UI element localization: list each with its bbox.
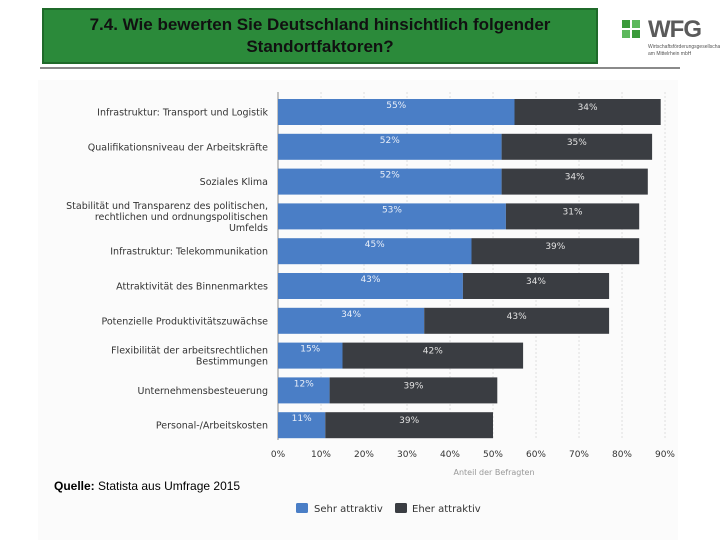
- logo-text: WFG: [648, 16, 702, 43]
- logo-subtitle-line1: Wirtschaftsförderungsgesellschaft: [648, 44, 720, 50]
- legend-swatch-eher-attraktiv: [395, 503, 407, 513]
- x-tick-label: 30%: [397, 450, 417, 460]
- bar-sehr-attraktiv: [278, 273, 463, 299]
- source-text: Statista aus Umfrage 2015: [98, 479, 241, 493]
- data-label: 43%: [507, 312, 527, 322]
- bar-eher-attraktiv: [325, 412, 493, 439]
- data-label: 12%: [294, 379, 314, 389]
- data-label: 43%: [360, 275, 380, 285]
- data-label: 34%: [578, 103, 598, 113]
- data-label: 45%: [365, 240, 385, 250]
- category-label: Soziales Klima: [200, 177, 268, 188]
- bar-sehr-attraktiv: [278, 168, 502, 195]
- x-tick-label: 50%: [483, 450, 503, 460]
- bar-sehr-attraktiv: [278, 342, 343, 369]
- x-tick-label: 0%: [271, 450, 286, 460]
- category-label: Potenzielle Produktivitätszuwächse: [101, 316, 268, 327]
- category-label: Personal-/Arbeitskosten: [156, 421, 268, 432]
- x-tick-label: 60%: [526, 450, 546, 460]
- bar-eher-attraktiv: [462, 273, 610, 299]
- bar-eher-attraktiv: [501, 133, 653, 160]
- bar-eher-attraktiv: [424, 307, 610, 334]
- logo-subtitle-line2: am Mittelrhein mbH: [648, 51, 692, 57]
- x-axis-title: Anteil der Befragten: [453, 468, 534, 477]
- bar-eher-attraktiv: [505, 203, 640, 230]
- data-label: 11%: [292, 414, 312, 424]
- category-label: Stabilität und Transparenz des politisch…: [66, 201, 268, 212]
- page-title-line1: 7.4. Wie bewerten Sie Deutschland hinsic…: [89, 15, 551, 34]
- data-label: 42%: [423, 347, 443, 357]
- legend-label-eher-attraktiv: Eher attraktiv: [412, 504, 481, 515]
- data-label: 53%: [382, 205, 402, 215]
- data-label: 15%: [300, 345, 320, 355]
- category-label: Bestimmungen: [196, 357, 268, 368]
- category-label: Infrastruktur: Transport und Logistik: [97, 108, 268, 119]
- bar-eher-attraktiv: [329, 377, 498, 404]
- data-label: 34%: [341, 310, 361, 320]
- x-tick-label: 70%: [569, 450, 589, 460]
- data-label: 55%: [386, 101, 406, 111]
- bar-sehr-attraktiv: [278, 203, 506, 230]
- data-label: 52%: [380, 171, 400, 181]
- bar-sehr-attraktiv: [278, 377, 330, 404]
- data-label: 39%: [403, 381, 423, 391]
- title-divider: [40, 67, 680, 69]
- data-label: 34%: [526, 277, 546, 287]
- bar-eher-attraktiv: [342, 342, 524, 369]
- page-title-line2: Standortfaktoren?: [246, 37, 394, 56]
- data-label: 52%: [380, 136, 400, 146]
- bar-sehr-attraktiv: [278, 412, 326, 439]
- data-label: 39%: [399, 416, 419, 426]
- bar-eher-attraktiv: [514, 99, 661, 125]
- x-tick-label: 90%: [655, 450, 675, 460]
- x-tick-label: 80%: [612, 450, 632, 460]
- data-label: 34%: [565, 173, 585, 183]
- data-label: 35%: [567, 138, 587, 148]
- legend-swatch-sehr-attraktiv: [296, 503, 308, 513]
- legend-label-sehr-attraktiv: Sehr attraktiv: [314, 504, 383, 515]
- data-label: 31%: [563, 207, 583, 217]
- category-label: Qualifikationsniveau der Arbeitskräfte: [88, 142, 268, 153]
- bar-sehr-attraktiv: [278, 99, 515, 125]
- wfg-logo-icon: [622, 20, 640, 38]
- source-label: Quelle:: [54, 479, 95, 493]
- title-banner: 7.4. Wie bewerten Sie Deutschland hinsic…: [42, 8, 598, 64]
- bar-eher-attraktiv: [501, 168, 648, 195]
- category-label: Flexibilität der arbeitsrechtlichen: [111, 346, 268, 357]
- source-note: Quelle: Statista aus Umfrage 2015: [54, 479, 240, 493]
- x-tick-label: 10%: [311, 450, 331, 460]
- bar-sehr-attraktiv: [278, 133, 502, 160]
- data-label: 39%: [545, 242, 565, 252]
- category-label: rechtlichen und ordnungspolitischen: [95, 212, 268, 223]
- logo-subtitle: Wirtschaftsförderungsgesellschaft am Mit…: [648, 44, 720, 58]
- bar-eher-attraktiv: [471, 238, 640, 265]
- x-tick-label: 40%: [440, 450, 460, 460]
- category-label: Unternehmensbesteuerung: [138, 386, 268, 397]
- x-tick-label: 20%: [354, 450, 374, 460]
- category-label: Infrastruktur: Telekommunikation: [110, 247, 268, 258]
- bar-sehr-attraktiv: [278, 238, 472, 265]
- category-label: Umfelds: [229, 223, 268, 234]
- bar-sehr-attraktiv: [278, 307, 425, 334]
- category-label: Attraktivität des Binnenmarktes: [116, 282, 268, 293]
